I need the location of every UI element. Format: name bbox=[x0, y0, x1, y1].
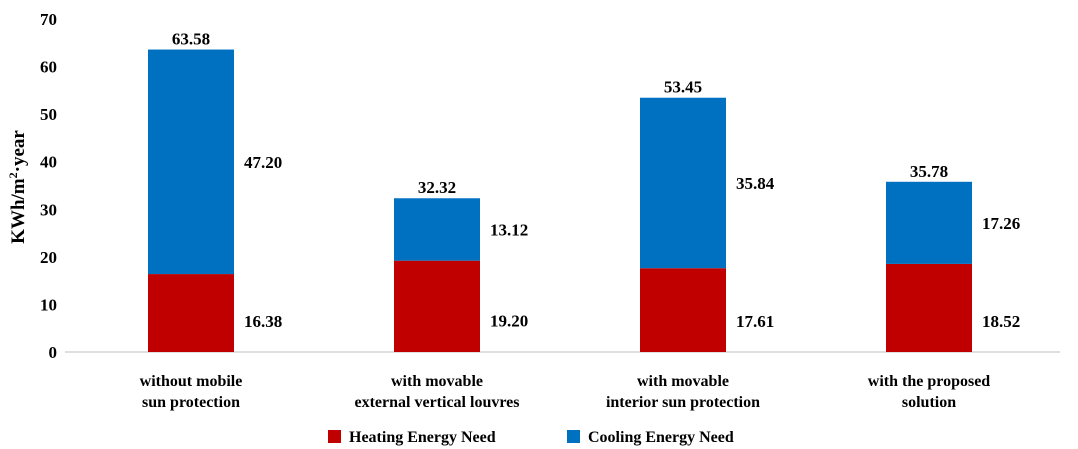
y-tick-label: 50 bbox=[40, 105, 57, 124]
legend-swatch bbox=[328, 430, 341, 443]
data-label-total: 53.45 bbox=[664, 78, 702, 97]
data-label-cooling: 35.84 bbox=[736, 174, 775, 193]
y-tick-label: 0 bbox=[49, 343, 58, 362]
legend-swatch bbox=[567, 430, 580, 443]
data-labels: 16.38 47.20 63.58 19.20 13.12 32.32 17.61 35.84… bbox=[172, 30, 1020, 331]
category-label: without mobile sun protection bbox=[140, 373, 243, 411]
y-tick-label: 30 bbox=[40, 200, 57, 219]
data-label-total: 35.78 bbox=[910, 162, 948, 181]
y-tick-label: 70 bbox=[40, 10, 57, 29]
bar-cooling bbox=[394, 198, 480, 261]
y-tick-label: 10 bbox=[40, 295, 57, 314]
data-label-cooling: 13.12 bbox=[490, 220, 528, 239]
bar-cooling bbox=[640, 97, 726, 269]
data-label-heating: 18.52 bbox=[982, 312, 1020, 331]
legend-label: Cooling Energy Need bbox=[588, 429, 734, 446]
category-labels: without mobile sun protection with movable… bbox=[140, 373, 991, 411]
category-label: with the proposed solution bbox=[868, 373, 990, 411]
bar-heating bbox=[886, 263, 972, 352]
data-label-cooling: 17.26 bbox=[982, 214, 1020, 233]
data-label-cooling: 47.20 bbox=[244, 153, 282, 172]
data-label-heating: 17.61 bbox=[736, 312, 774, 331]
y-tick-label: 40 bbox=[40, 153, 57, 172]
data-label-total: 32.32 bbox=[418, 178, 456, 197]
y-axis-title: KWh/m2·year bbox=[6, 130, 29, 244]
legend-label: Heating Energy Need bbox=[349, 429, 496, 446]
data-label-heating: 16.38 bbox=[244, 312, 282, 331]
bars-group bbox=[148, 49, 972, 352]
data-label-heating: 19.20 bbox=[490, 311, 528, 330]
y-tick-label: 60 bbox=[40, 58, 57, 77]
bar-heating bbox=[148, 274, 234, 352]
category-label: with movable external vertical louvres bbox=[355, 373, 520, 411]
bar-cooling bbox=[148, 49, 234, 275]
y-axis-ticks: 0 10 20 30 40 50 60 70 bbox=[40, 10, 57, 362]
bar-heating bbox=[394, 260, 480, 352]
bar-heating bbox=[640, 268, 726, 352]
bar-cooling bbox=[886, 181, 972, 264]
y-tick-label: 20 bbox=[40, 248, 57, 267]
legend: Heating Energy Need Cooling Energy Need bbox=[328, 429, 734, 446]
category-label: with movable interior sun protection bbox=[606, 373, 760, 411]
data-label-total: 63.58 bbox=[172, 30, 210, 49]
